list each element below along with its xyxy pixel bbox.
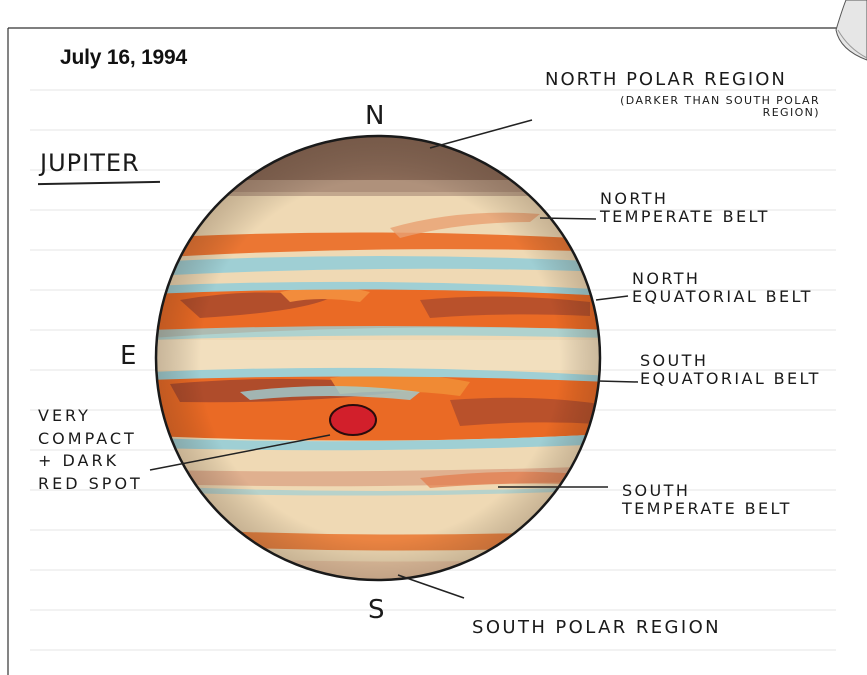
date-heading: July 16, 1994 bbox=[60, 46, 187, 70]
leader-north-equatorial bbox=[596, 296, 628, 300]
jupiter-planet bbox=[150, 130, 610, 590]
page-border bbox=[8, 28, 846, 40]
label-north-equatorial-belt: NORTH EQUATORIAL BELT bbox=[632, 270, 813, 305]
label-north-temperate-belt: NORTH TEMPERATE BELT bbox=[600, 190, 770, 225]
page-curl bbox=[836, 0, 867, 60]
label-red-spot: VERY COMPACT + DARK RED SPOT bbox=[38, 405, 143, 496]
label-south-equatorial-belt: SOUTH EQUATORIAL BELT bbox=[640, 352, 821, 387]
leader-north-temperate bbox=[540, 218, 596, 219]
direction-south: S bbox=[368, 596, 385, 625]
label-north-polar-note: (DARKER THAN SOUTH POLAR REGION) bbox=[538, 95, 820, 119]
leader-north-polar bbox=[430, 120, 532, 148]
label-south-polar-region: SOUTH POLAR REGION bbox=[472, 618, 721, 638]
direction-east: E bbox=[120, 342, 136, 371]
direction-north: N bbox=[365, 102, 384, 131]
diagram-title: JUPITER bbox=[40, 150, 140, 176]
red-spot bbox=[330, 405, 376, 435]
label-south-temperate-belt: SOUTH TEMPERATE BELT bbox=[622, 482, 792, 517]
label-north-polar-region: NORTH POLAR REGION bbox=[545, 70, 787, 90]
leader-south-equatorial bbox=[598, 381, 638, 382]
leader-south-polar bbox=[398, 575, 464, 598]
